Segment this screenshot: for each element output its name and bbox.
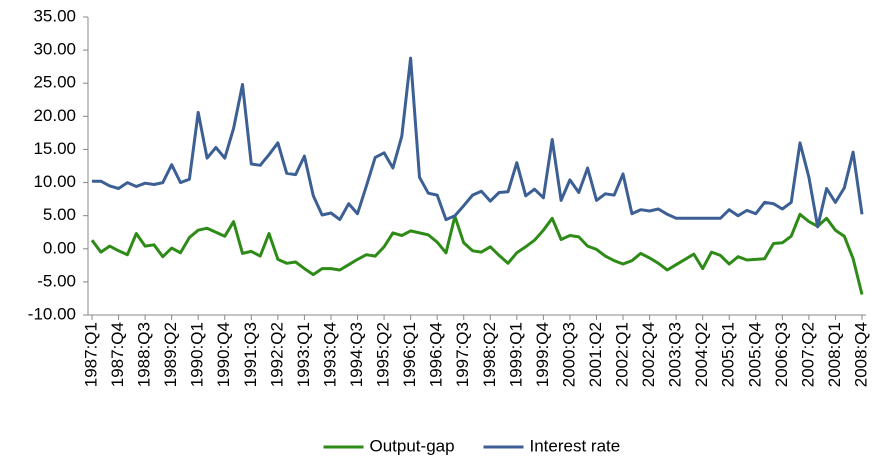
x-tick-label: 1988:Q3 xyxy=(135,322,154,387)
x-tick-label: 2003:Q3 xyxy=(666,322,685,387)
x-tick-label: 1990:Q1 xyxy=(188,322,207,387)
x-tick-label: 1993:Q4 xyxy=(320,322,339,387)
x-tick-label: 1995:Q2 xyxy=(374,322,393,387)
x-tick-label: 1996:Q4 xyxy=(427,322,446,387)
x-tick-label: 2007:Q2 xyxy=(798,322,817,387)
x-tick-label: 1994:Q3 xyxy=(347,322,366,387)
y-tick-label: 25.00 xyxy=(33,73,76,92)
x-tick-label: 1987:Q4 xyxy=(108,322,127,387)
x-tick-label: 1999:Q4 xyxy=(533,322,552,387)
x-tick-label: 2000:Q3 xyxy=(559,322,578,387)
x-tick-label: 1991:Q3 xyxy=(241,322,260,387)
line-series xyxy=(90,212,864,295)
x-tick-label: 2002:Q4 xyxy=(639,322,658,387)
y-tick-label: -5.00 xyxy=(37,271,76,290)
x-tick-label: 2005:Q1 xyxy=(719,322,738,387)
y-tick-label: 0.00 xyxy=(43,238,76,257)
x-tick-label: 1990:Q4 xyxy=(214,322,233,387)
x-tick-label: 1996:Q1 xyxy=(400,322,419,387)
line-series xyxy=(92,56,864,229)
y-tick-label: 20.00 xyxy=(33,106,76,125)
y-tick-label: 30.00 xyxy=(33,40,76,59)
legend: Output-gap Interest rate xyxy=(323,436,621,455)
x-tick-label: 2004:Q2 xyxy=(692,322,711,387)
y-tick-label: 5.00 xyxy=(43,205,76,224)
y-tick-label: 15.00 xyxy=(33,139,76,158)
y-tick-label: -10.00 xyxy=(28,304,76,323)
y-tick-label: 35.00 xyxy=(33,6,76,25)
y-tick-label: 10.00 xyxy=(33,172,76,191)
x-tick-label: 1987:Q1 xyxy=(81,322,100,387)
x-tick-label: 1992:Q2 xyxy=(267,322,286,387)
x-tick-label: 1993:Q1 xyxy=(294,322,313,387)
x-tick-label: 1997:Q3 xyxy=(453,322,472,387)
x-tick-label: 2005:Q4 xyxy=(745,322,764,387)
x-tick-label: 2008:Q1 xyxy=(825,322,844,387)
x-tick-label: 2001:Q2 xyxy=(586,322,605,387)
x-tick-label: 1999:Q1 xyxy=(506,322,525,387)
legend-label: Output-gap xyxy=(370,436,455,455)
x-tick-label: 2002:Q1 xyxy=(613,322,632,387)
x-tick-label: 1998:Q2 xyxy=(480,322,499,387)
x-tick-label: 2008:Q4 xyxy=(851,322,870,387)
x-tick-label: 1989:Q2 xyxy=(161,322,180,387)
x-tick-label: 2006:Q3 xyxy=(772,322,791,387)
legend-label: Interest rate xyxy=(530,436,621,455)
